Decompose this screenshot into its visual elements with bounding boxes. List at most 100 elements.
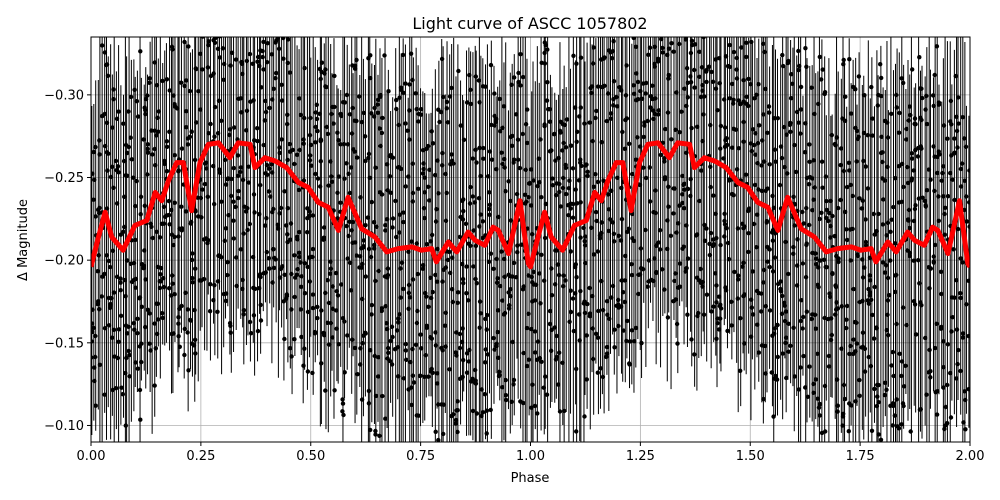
data-point [612, 345, 617, 350]
data-point [964, 302, 969, 307]
data-point [584, 162, 589, 167]
data-point [885, 220, 891, 225]
data-point [906, 207, 912, 213]
data-point [260, 54, 265, 60]
data-point [474, 411, 480, 416]
data-point [250, 61, 255, 66]
data-point [844, 184, 850, 190]
data-point [860, 198, 865, 203]
data-point [199, 215, 204, 220]
data-point [810, 208, 815, 213]
data-point [609, 56, 615, 61]
data-point [778, 279, 783, 284]
data-point [867, 273, 872, 278]
data-point [308, 115, 313, 121]
data-point [365, 215, 370, 220]
data-point [619, 216, 625, 222]
data-point [783, 239, 788, 245]
data-point [912, 116, 918, 121]
data-point [919, 303, 924, 308]
data-point [698, 266, 703, 272]
data-point [260, 48, 265, 54]
data-point [966, 333, 970, 339]
data-point [718, 302, 723, 307]
data-point [605, 91, 611, 96]
data-point [560, 148, 565, 153]
data-point [341, 412, 346, 418]
data-point [591, 45, 596, 50]
data-point [410, 199, 415, 204]
data-point [819, 210, 824, 215]
data-point [669, 41, 674, 46]
data-point [774, 377, 780, 382]
data-point [466, 298, 471, 303]
data-point [599, 140, 604, 145]
data-point [708, 184, 713, 190]
data-point [943, 205, 948, 210]
data-point [474, 160, 479, 165]
data-point [323, 388, 328, 393]
data-point [138, 194, 144, 199]
data-point [879, 75, 884, 81]
data-point [570, 215, 576, 220]
data-point [934, 44, 940, 49]
data-point [346, 233, 351, 239]
data-point [820, 185, 825, 190]
data-point [857, 377, 862, 383]
data-point [394, 106, 399, 112]
data-point [796, 387, 801, 392]
data-point [217, 55, 223, 60]
data-point [258, 274, 263, 280]
data-point [683, 37, 688, 42]
data-point [219, 255, 224, 260]
data-point [429, 129, 434, 134]
data-point [955, 226, 961, 232]
data-point [344, 223, 349, 229]
data-point [924, 93, 929, 99]
data-point [118, 276, 123, 281]
data-point [596, 308, 601, 314]
data-point [321, 225, 327, 230]
data-point [658, 152, 663, 158]
data-point [905, 180, 911, 186]
data-point [927, 286, 932, 291]
data-point [394, 97, 399, 103]
data-point [127, 374, 132, 379]
data-point [313, 124, 318, 130]
data-point [512, 75, 517, 80]
data-point [444, 190, 449, 196]
data-point [884, 233, 889, 238]
data-point [261, 142, 266, 148]
data-point [219, 199, 224, 204]
data-point [804, 242, 809, 248]
data-point [535, 411, 540, 416]
data-point [688, 80, 694, 85]
data-point [406, 290, 412, 296]
data-point [342, 319, 347, 324]
data-point [942, 426, 947, 432]
data-point [750, 312, 756, 317]
data-point [474, 281, 479, 286]
data-point [357, 94, 362, 99]
data-point [420, 263, 426, 268]
data-point [403, 348, 408, 353]
data-point [876, 382, 881, 388]
data-point [261, 67, 266, 72]
data-point [784, 375, 789, 381]
data-point [911, 218, 917, 224]
data-point [331, 121, 336, 126]
data-point [336, 138, 341, 143]
data-point [116, 339, 121, 344]
data-point [742, 341, 747, 346]
data-point [792, 142, 797, 148]
data-point [838, 146, 844, 151]
data-point [885, 275, 891, 281]
data-point [786, 271, 791, 277]
data-point [428, 275, 433, 280]
data-point [547, 119, 553, 124]
data-point [692, 42, 698, 47]
data-point [410, 190, 416, 196]
data-point [429, 366, 434, 372]
data-point [139, 304, 144, 309]
data-point [147, 80, 152, 86]
